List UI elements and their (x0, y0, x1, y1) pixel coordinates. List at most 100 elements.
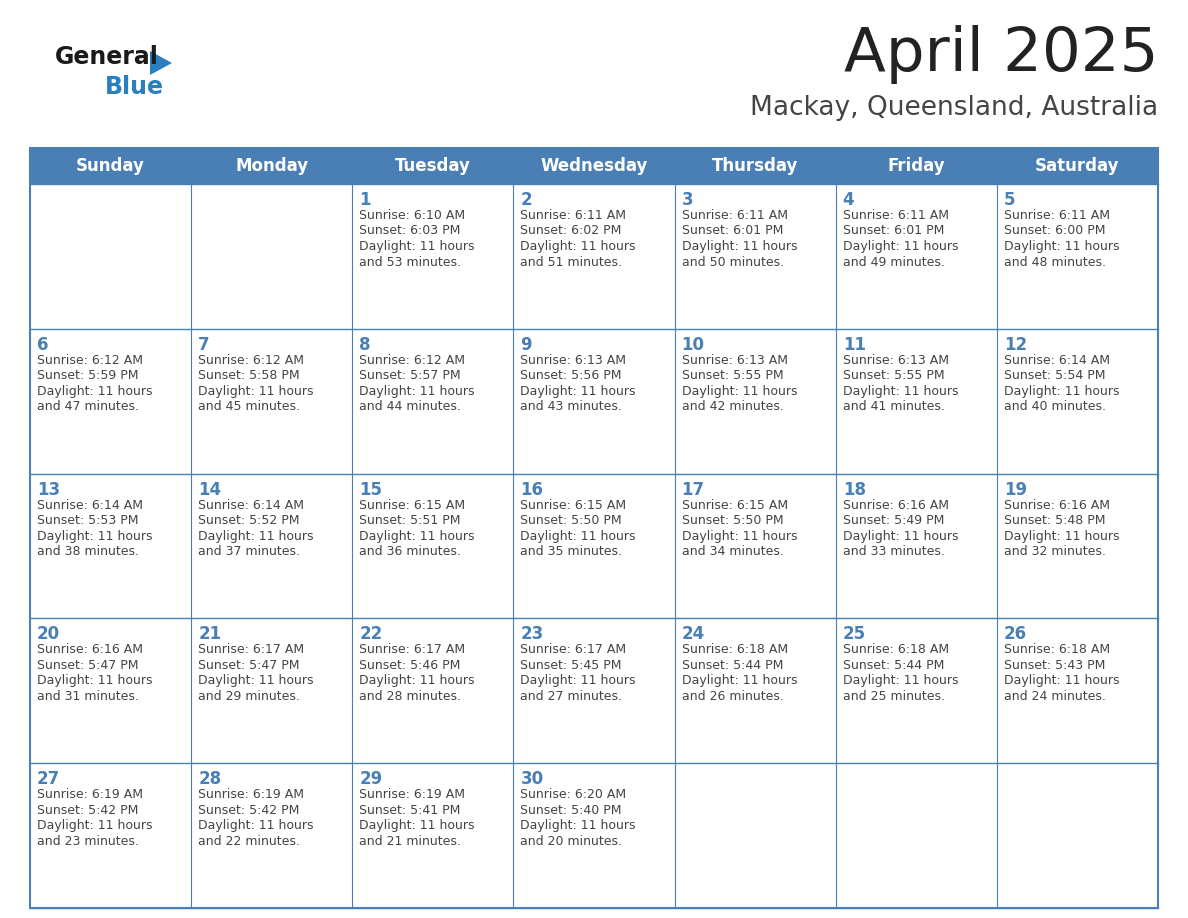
Text: and 21 minutes.: and 21 minutes. (359, 834, 461, 847)
Text: Daylight: 11 hours: Daylight: 11 hours (520, 385, 636, 397)
Text: Sunrise: 6:20 AM: Sunrise: 6:20 AM (520, 789, 626, 801)
Text: 30: 30 (520, 770, 544, 789)
Text: Sunday: Sunday (76, 157, 145, 175)
Text: April 2025: April 2025 (843, 25, 1158, 84)
Text: and 42 minutes.: and 42 minutes. (682, 400, 783, 413)
Text: and 44 minutes.: and 44 minutes. (359, 400, 461, 413)
Bar (30, 763, 191, 908)
Text: and 22 minutes.: and 22 minutes. (198, 834, 301, 847)
Text: Daylight: 11 hours: Daylight: 11 hours (842, 240, 959, 253)
Text: and 49 minutes.: and 49 minutes. (842, 255, 944, 268)
Text: 22: 22 (359, 625, 383, 644)
Bar (997, 763, 1158, 908)
Text: Daylight: 11 hours: Daylight: 11 hours (520, 530, 636, 543)
Bar (353, 763, 513, 908)
Text: and 31 minutes.: and 31 minutes. (37, 690, 139, 703)
Text: Sunset: 6:03 PM: Sunset: 6:03 PM (359, 225, 461, 238)
Text: Daylight: 11 hours: Daylight: 11 hours (37, 675, 152, 688)
Text: Daylight: 11 hours: Daylight: 11 hours (37, 385, 152, 397)
Text: Daylight: 11 hours: Daylight: 11 hours (359, 385, 475, 397)
Text: 3: 3 (682, 191, 693, 209)
Bar (191, 763, 353, 908)
Text: Sunset: 5:59 PM: Sunset: 5:59 PM (37, 369, 139, 382)
Text: Sunrise: 6:18 AM: Sunrise: 6:18 AM (682, 644, 788, 656)
Text: and 24 minutes.: and 24 minutes. (1004, 690, 1106, 703)
Text: Sunset: 5:44 PM: Sunset: 5:44 PM (842, 659, 944, 672)
Text: 26: 26 (1004, 625, 1026, 644)
Text: Daylight: 11 hours: Daylight: 11 hours (682, 240, 797, 253)
Text: 28: 28 (198, 770, 221, 789)
Text: and 36 minutes.: and 36 minutes. (359, 545, 461, 558)
Text: and 40 minutes.: and 40 minutes. (1004, 400, 1106, 413)
Text: Daylight: 11 hours: Daylight: 11 hours (682, 675, 797, 688)
Text: Sunset: 6:02 PM: Sunset: 6:02 PM (520, 225, 621, 238)
Bar (675, 184, 835, 329)
Text: Sunset: 5:50 PM: Sunset: 5:50 PM (520, 514, 623, 527)
Text: and 51 minutes.: and 51 minutes. (520, 255, 623, 268)
Bar (513, 329, 675, 474)
Text: Tuesday: Tuesday (394, 157, 470, 175)
Text: Sunrise: 6:17 AM: Sunrise: 6:17 AM (359, 644, 466, 656)
Text: 13: 13 (37, 481, 61, 498)
Text: Sunrise: 6:15 AM: Sunrise: 6:15 AM (682, 498, 788, 511)
Text: Sunrise: 6:12 AM: Sunrise: 6:12 AM (37, 353, 143, 367)
Text: 12: 12 (1004, 336, 1026, 353)
Text: 16: 16 (520, 481, 543, 498)
Text: Sunset: 5:51 PM: Sunset: 5:51 PM (359, 514, 461, 527)
Text: and 20 minutes.: and 20 minutes. (520, 834, 623, 847)
Text: Daylight: 11 hours: Daylight: 11 hours (198, 819, 314, 833)
Text: Sunset: 5:40 PM: Sunset: 5:40 PM (520, 803, 623, 817)
Text: Sunset: 5:47 PM: Sunset: 5:47 PM (37, 659, 139, 672)
Bar (675, 619, 835, 763)
Text: 17: 17 (682, 481, 704, 498)
Text: 7: 7 (198, 336, 210, 353)
Text: and 37 minutes.: and 37 minutes. (198, 545, 301, 558)
Bar (513, 763, 675, 908)
Bar (30, 184, 191, 329)
Text: Sunrise: 6:17 AM: Sunrise: 6:17 AM (520, 644, 626, 656)
Bar (997, 329, 1158, 474)
Text: Sunset: 5:58 PM: Sunset: 5:58 PM (198, 369, 299, 382)
Text: Sunset: 5:45 PM: Sunset: 5:45 PM (520, 659, 623, 672)
Text: 21: 21 (198, 625, 221, 644)
Bar (353, 329, 513, 474)
Text: Sunrise: 6:14 AM: Sunrise: 6:14 AM (198, 498, 304, 511)
Text: 6: 6 (37, 336, 49, 353)
Text: Sunrise: 6:18 AM: Sunrise: 6:18 AM (842, 644, 949, 656)
Text: Daylight: 11 hours: Daylight: 11 hours (359, 530, 475, 543)
Text: and 29 minutes.: and 29 minutes. (198, 690, 301, 703)
Text: Sunrise: 6:16 AM: Sunrise: 6:16 AM (1004, 498, 1110, 511)
Text: and 41 minutes.: and 41 minutes. (842, 400, 944, 413)
Bar (30, 474, 191, 619)
Polygon shape (150, 51, 172, 75)
Text: Daylight: 11 hours: Daylight: 11 hours (359, 240, 475, 253)
Text: Sunrise: 6:13 AM: Sunrise: 6:13 AM (520, 353, 626, 367)
Text: Sunset: 5:41 PM: Sunset: 5:41 PM (359, 803, 461, 817)
Text: 19: 19 (1004, 481, 1026, 498)
Bar (30, 148, 1158, 184)
Bar (675, 329, 835, 474)
Text: and 35 minutes.: and 35 minutes. (520, 545, 623, 558)
Text: and 28 minutes.: and 28 minutes. (359, 690, 461, 703)
Bar (513, 619, 675, 763)
Text: Sunset: 5:55 PM: Sunset: 5:55 PM (842, 369, 944, 382)
Bar (675, 763, 835, 908)
Text: Daylight: 11 hours: Daylight: 11 hours (1004, 530, 1119, 543)
Text: Wednesday: Wednesday (541, 157, 647, 175)
Bar (835, 184, 997, 329)
Text: and 33 minutes.: and 33 minutes. (842, 545, 944, 558)
Text: Sunrise: 6:15 AM: Sunrise: 6:15 AM (520, 498, 626, 511)
Text: Sunrise: 6:13 AM: Sunrise: 6:13 AM (842, 353, 949, 367)
Bar (30, 329, 191, 474)
Text: 1: 1 (359, 191, 371, 209)
Text: 14: 14 (198, 481, 221, 498)
Text: and 47 minutes.: and 47 minutes. (37, 400, 139, 413)
Text: Daylight: 11 hours: Daylight: 11 hours (520, 675, 636, 688)
Text: and 27 minutes.: and 27 minutes. (520, 690, 623, 703)
Text: Sunset: 5:44 PM: Sunset: 5:44 PM (682, 659, 783, 672)
Bar (30, 148, 1158, 908)
Text: Sunrise: 6:11 AM: Sunrise: 6:11 AM (1004, 209, 1110, 222)
Text: Sunrise: 6:19 AM: Sunrise: 6:19 AM (198, 789, 304, 801)
Text: Daylight: 11 hours: Daylight: 11 hours (682, 385, 797, 397)
Text: Daylight: 11 hours: Daylight: 11 hours (842, 530, 959, 543)
